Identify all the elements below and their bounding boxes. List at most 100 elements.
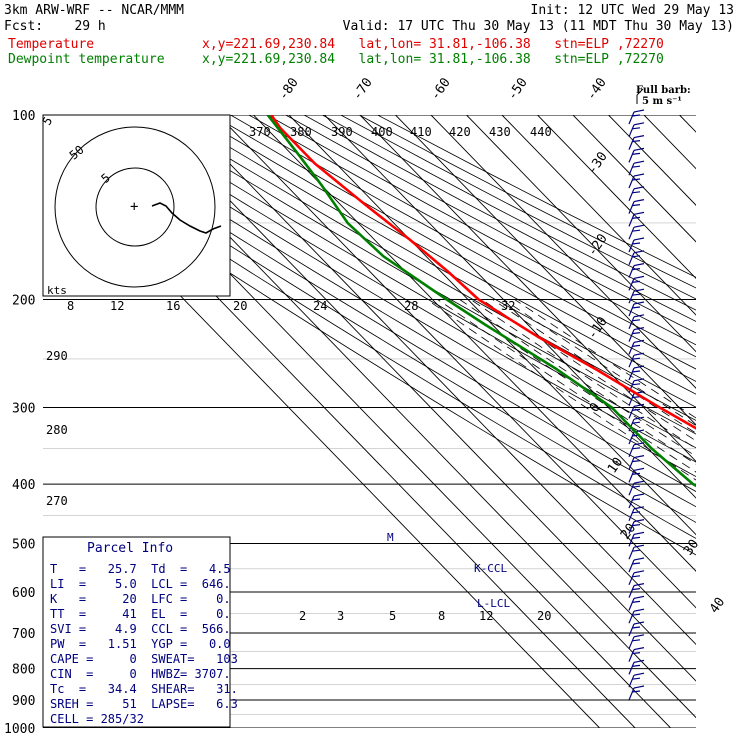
wind-barb-flag xyxy=(633,608,645,612)
isotherm-line xyxy=(146,115,696,682)
isotherm-line xyxy=(253,115,696,572)
wind-barb xyxy=(628,598,635,611)
dry-adiabat xyxy=(193,115,696,395)
wind-barb-flag xyxy=(633,672,645,676)
wind-barb xyxy=(628,406,635,419)
dewpoint-trace xyxy=(266,115,696,488)
wind-barb xyxy=(628,175,635,189)
parcel-info-row: PW = 1.51 YGP = 0.0 xyxy=(50,637,231,651)
wind-barb xyxy=(628,111,635,125)
wind-barb xyxy=(628,470,635,483)
wind-barb-flag xyxy=(631,255,641,258)
isotherm-label: -40 xyxy=(584,75,610,103)
parcel-info-row: SREH = 51 LAPSE= 6.3 xyxy=(50,697,238,711)
wind-barb-flag xyxy=(633,275,645,279)
moist-adiabat xyxy=(448,299,696,465)
wind-barb-flag xyxy=(633,250,645,254)
isotherm-label: -50 xyxy=(505,75,531,103)
dry-adiabat xyxy=(64,115,696,492)
wind-barb-flag xyxy=(633,455,645,459)
barb-key-units: 5 m s⁻¹ xyxy=(642,96,682,107)
isotherm-label: 20 xyxy=(618,521,639,542)
theta-label: 390 xyxy=(331,125,353,139)
pressure-tick-label: 900 xyxy=(12,694,35,709)
pressure-tick-label: 800 xyxy=(12,663,35,678)
dry-adiabat xyxy=(46,115,696,508)
wind-barb-flag xyxy=(631,127,641,130)
wind-barb-flag xyxy=(631,140,641,143)
wind-barb-flag xyxy=(631,306,641,309)
wind-barb-flag xyxy=(631,216,641,219)
wind-barb-flag xyxy=(631,536,641,539)
dry-adiabat xyxy=(101,115,696,463)
wind-barb-flag xyxy=(633,288,645,292)
wind-barb-flag xyxy=(633,647,645,651)
isotherm-line xyxy=(608,115,696,206)
wind-barb xyxy=(628,508,635,522)
wind-barb xyxy=(628,188,635,202)
wind-barb-flag xyxy=(631,447,641,450)
wind-barb-flag xyxy=(633,416,645,420)
wind-barb-flag xyxy=(631,152,641,155)
mixing-ratio-label: 8 xyxy=(67,299,74,313)
mixing-ratio-label: 32 xyxy=(501,299,515,313)
isotherm-label: -20 xyxy=(585,231,611,259)
wind-barb-flag xyxy=(633,173,645,177)
wind-barb-flag xyxy=(631,191,641,194)
wind-barb xyxy=(628,623,635,637)
wind-barb xyxy=(628,265,635,278)
wind-barb-flag xyxy=(631,114,641,117)
mixing-ratio-label: 5 xyxy=(389,609,396,623)
wind-barb-flag xyxy=(633,557,645,561)
isotherm-line xyxy=(572,115,696,243)
isotherm-line xyxy=(643,115,696,170)
init-time: Init: 12 UTC Wed 29 May 13 xyxy=(530,3,735,18)
wind-barb xyxy=(628,303,635,317)
wind-barb xyxy=(628,316,635,330)
wind-barb-flag xyxy=(631,204,641,207)
wind-barb-flag xyxy=(633,186,645,190)
wind-barb-flag xyxy=(631,460,641,463)
isotherm-line xyxy=(395,115,696,426)
isotherm-line xyxy=(715,115,740,728)
wind-barb xyxy=(628,457,635,470)
wind-barb-flag xyxy=(631,562,641,565)
dry-adiabat xyxy=(340,115,696,300)
isotherm-line xyxy=(501,115,696,316)
level-marker-lcl: L-LCL xyxy=(477,597,510,610)
wind-barb-flag xyxy=(633,211,645,215)
parcel-info-row: SVI = 4.9 CCL = 566. xyxy=(50,622,231,636)
parcel-info-row: TT = 41 EL = 0. xyxy=(50,607,231,621)
moist-adiabat xyxy=(459,299,696,457)
pressure-tick-label: 200 xyxy=(12,294,35,309)
pressure-tick-label: 700 xyxy=(12,627,35,642)
parcel-info-row: K = 20 LFC = 0. xyxy=(50,592,231,606)
wind-barb-flag xyxy=(631,652,641,655)
wind-barb-flag xyxy=(631,626,641,629)
model-title: 3km ARW-WRF -- NCAR/MMM xyxy=(4,3,185,18)
isotherm-line xyxy=(430,115,696,389)
wind-barb xyxy=(628,585,635,598)
wind-barb xyxy=(628,559,635,573)
wind-barb xyxy=(628,137,635,150)
wind-barb-flag xyxy=(633,570,645,574)
barb-key-title: Full barb: xyxy=(636,85,691,96)
wind-barb xyxy=(628,342,635,355)
wind-barb xyxy=(628,674,635,688)
wind-barb-flag xyxy=(633,199,645,203)
mixing-ratio-label: 8 xyxy=(438,609,445,623)
dry-adiabat xyxy=(120,115,696,449)
mixing-ratio-label: 12 xyxy=(110,299,124,313)
dry-adiabat xyxy=(83,115,696,478)
mixing-ratio-label: 2 xyxy=(299,609,306,623)
wind-barb-flag xyxy=(633,480,645,484)
temperature-trace xyxy=(270,115,696,430)
wind-barb-flag xyxy=(631,370,641,373)
isotherm-line xyxy=(679,115,696,133)
mixing-ratio-label: 12 xyxy=(479,609,493,623)
wind-barb xyxy=(628,687,635,701)
wind-barb xyxy=(628,662,635,675)
wind-barb-flag xyxy=(631,344,641,347)
wind-barb xyxy=(628,150,635,163)
isotherm-line xyxy=(288,115,696,536)
